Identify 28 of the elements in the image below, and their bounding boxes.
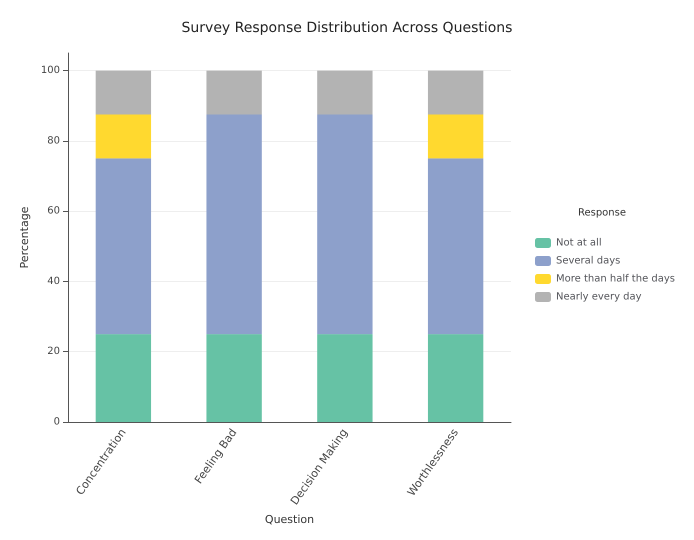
bar <box>206 70 262 114</box>
bar <box>96 114 152 158</box>
bar <box>206 114 262 334</box>
bar <box>96 158 152 334</box>
bar <box>96 334 152 422</box>
y-tick-label: 0 <box>54 416 60 428</box>
y-tick-label: 80 <box>47 135 60 146</box>
bar <box>96 70 152 114</box>
bar <box>317 70 373 114</box>
x-axis-title: Question <box>264 513 314 526</box>
bar <box>428 158 484 334</box>
bar <box>317 114 373 334</box>
legend-label: Several days <box>556 256 620 266</box>
bar <box>317 334 373 422</box>
bar <box>428 70 484 114</box>
legend-label: Not at all <box>556 238 602 248</box>
y-axis-title: Percentage <box>18 206 32 268</box>
chart-title: Survey Response Distribution Across Questions <box>182 20 512 36</box>
legend-label: Nearly every day <box>556 292 642 302</box>
y-tick-label: 20 <box>47 346 60 358</box>
bar <box>428 334 484 422</box>
legend-label: More than half the days <box>556 274 676 284</box>
bar <box>428 114 484 158</box>
y-tick-label: 60 <box>47 206 60 217</box>
y-tick-label: 100 <box>40 65 60 76</box>
y-tick-label: 40 <box>47 276 60 287</box>
bar <box>206 334 262 422</box>
legend-title: Response <box>578 208 626 218</box>
